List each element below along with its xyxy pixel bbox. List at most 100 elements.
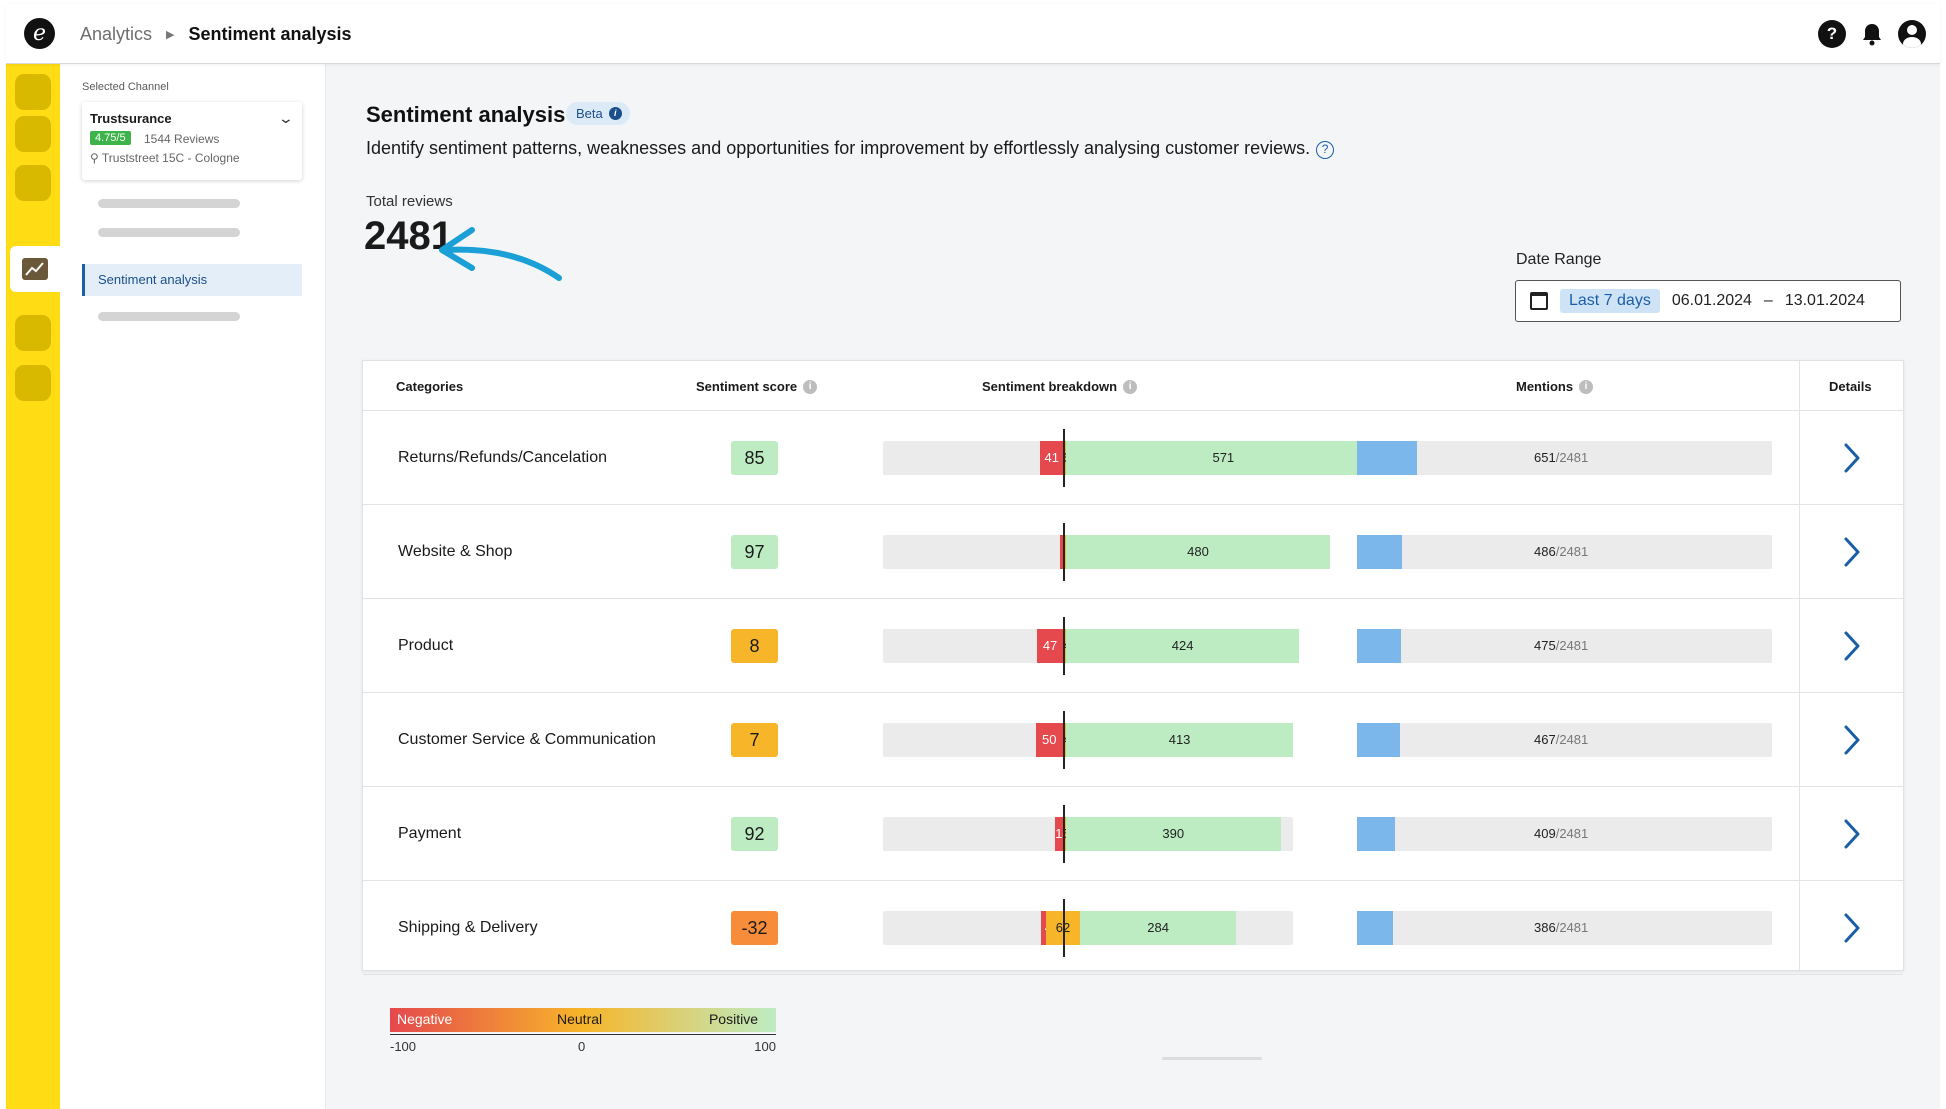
header-categories: Categories [396,379,464,394]
channel-address: ⚲ Truststreet 15C - Cologne [90,151,240,165]
page-subtitle: Identify sentiment patterns, weaknesses … [366,138,1335,159]
nav-3-icon[interactable] [15,165,51,201]
bell-icon[interactable] [1858,20,1886,48]
negative-segment: 41 [1040,441,1063,475]
table-row[interactable]: Product 8 47 4 424 475/2481 [363,599,1903,693]
chevron-right-icon[interactable] [1839,721,1863,759]
legend-positive: Positive [708,1011,758,1027]
info-icon[interactable]: i [803,379,818,394]
table-header: Categories Sentiment score i Sentiment br… [363,361,1903,411]
negative-segment: 50 [1035,723,1063,757]
date-to: 13.01.2024 [1784,292,1865,309]
legend-scale: -100 0 100 [390,1034,776,1060]
table-row[interactable]: Customer Service & Communication 7 50 4 … [363,693,1903,787]
positive-segment: 390 [1066,817,1281,851]
header-mentions: Mentions i [1516,379,1594,394]
chevron-right-icon[interactable] [1839,909,1863,947]
positive-segment: 480 [1066,535,1330,569]
scrollbar[interactable] [1162,1057,1262,1060]
header-sentiment-score: Sentiment score i [696,379,818,394]
category-name: Payment [398,825,462,842]
sentiment-breakdown-bar: 480 [883,523,1330,581]
mentions-bar: 467/2481 [1357,723,1772,757]
total-reviews-value: 2481 [364,214,453,258]
sentiment-score-badge: 85 [731,441,778,475]
positive-segment: 413 [1066,723,1294,757]
sentiment-breakdown-bar: 40 62 284 [883,899,1293,957]
selected-channel-label: Selected Channel [82,81,169,93]
sentiment-table: Categories Sentiment score i Sentiment br… [362,360,1904,975]
breadcrumb-analytics[interactable]: Analytics [80,24,153,44]
info-icon[interactable]: i [1579,379,1594,394]
mentions-fill [1357,817,1395,851]
nav-2-icon[interactable] [15,116,51,152]
zero-axis [1063,805,1065,863]
details-divider [1799,361,1800,972]
mentions-fill [1357,535,1402,569]
channel-selector[interactable]: Trustsurance ⌄ 4.75/5 1544 Reviews ⚲ Tru… [82,102,302,180]
sidebar-item-placeholder[interactable] [98,228,240,237]
nav-1-icon[interactable] [15,74,51,110]
sidebar-item-placeholder[interactable] [98,199,240,208]
table-row[interactable]: Shipping & Delivery -32 40 62 284 386/24… [363,881,1903,975]
chevron-down-icon[interactable]: ⌄ [277,110,295,126]
total-reviews-label: Total reviews [366,193,453,210]
category-name: Product [398,637,454,654]
sentiment-score-badge: 7 [731,723,778,757]
negative-segment: 47 [1037,629,1063,663]
sidebar: Selected Channel Trustsurance ⌄ 4.75/5 1… [60,64,326,1109]
nav-5-icon[interactable] [15,315,51,351]
mentions-count: 486/2481 [1534,544,1589,559]
sentiment-score-badge: 97 [731,535,778,569]
zero-axis [1063,899,1065,957]
legend-max: 100 [754,1039,776,1054]
zero-axis [1063,523,1065,581]
legend-negative: Negative [397,1011,453,1027]
nav-rail [6,64,60,1109]
mentions-fill [1357,629,1401,663]
negative-segment: 14 [1055,817,1063,851]
analytics-chart-icon[interactable] [10,246,60,292]
channel-reviews: 1544 Reviews [144,132,220,146]
chevron-right-icon[interactable] [1839,815,1863,853]
mentions-count: 409/2481 [1534,826,1589,841]
sentiment-breakdown-bar: 50 4 413 [883,711,1294,769]
breadcrumb-current: Sentiment analysis [188,24,352,44]
sidebar-item-placeholder[interactable] [98,312,240,321]
sentiment-score-badge: -32 [731,911,778,945]
sentiment-breakdown-bar: 47 4 424 [883,617,1300,675]
chevron-right-icon[interactable] [1839,533,1863,571]
zero-axis [1063,617,1065,675]
user-icon[interactable] [1898,20,1926,48]
table-row[interactable]: Payment 92 14 5 390 409/2481 [363,787,1903,881]
chevron-right-icon[interactable] [1839,439,1863,477]
page-title: Sentiment analysis [366,102,566,127]
date-range-label: Date Range [1516,251,1602,268]
chevron-right-icon[interactable] [1839,627,1863,665]
negative-segment [1060,535,1063,569]
mentions-count: 475/2481 [1534,638,1589,653]
help-icon[interactable]: ? [1818,20,1846,48]
positive-segment: 284 [1080,911,1237,945]
neutral-segment: 62 [1045,911,1081,945]
table-row[interactable]: Returns/Refunds/Cancelation 85 41 6 571 … [363,411,1903,505]
date-preset-chip[interactable]: Last 7 days [1560,289,1660,313]
mentions-bar: 475/2481 [1357,629,1772,663]
location-pin-icon: ⚲ [90,151,99,165]
positive-segment: 571 [1066,441,1381,475]
category-name: Shipping & Delivery [398,919,538,936]
help-icon[interactable]: ? [1316,141,1335,159]
mentions-bar: 409/2481 [1357,817,1772,851]
app-logo[interactable]: e [24,18,55,49]
beta-badge[interactable]: Beta i [566,102,630,125]
mentions-fill [1357,911,1393,945]
sidebar-item-sentiment-analysis[interactable]: Sentiment analysis [82,264,302,296]
table-row[interactable]: Website & Shop 97 480 486/2481 [363,505,1903,599]
info-icon[interactable]: i [1123,379,1138,394]
legend-mid: 0 [578,1039,586,1054]
mentions-bar: 486/2481 [1357,535,1772,569]
annotation-arrow-icon [439,227,562,281]
date-range-picker[interactable]: Last 7 days 06.01.2024 – 13.01.2024 [1515,280,1901,322]
nav-6-icon[interactable] [15,365,51,401]
calendar-icon [1530,292,1548,310]
